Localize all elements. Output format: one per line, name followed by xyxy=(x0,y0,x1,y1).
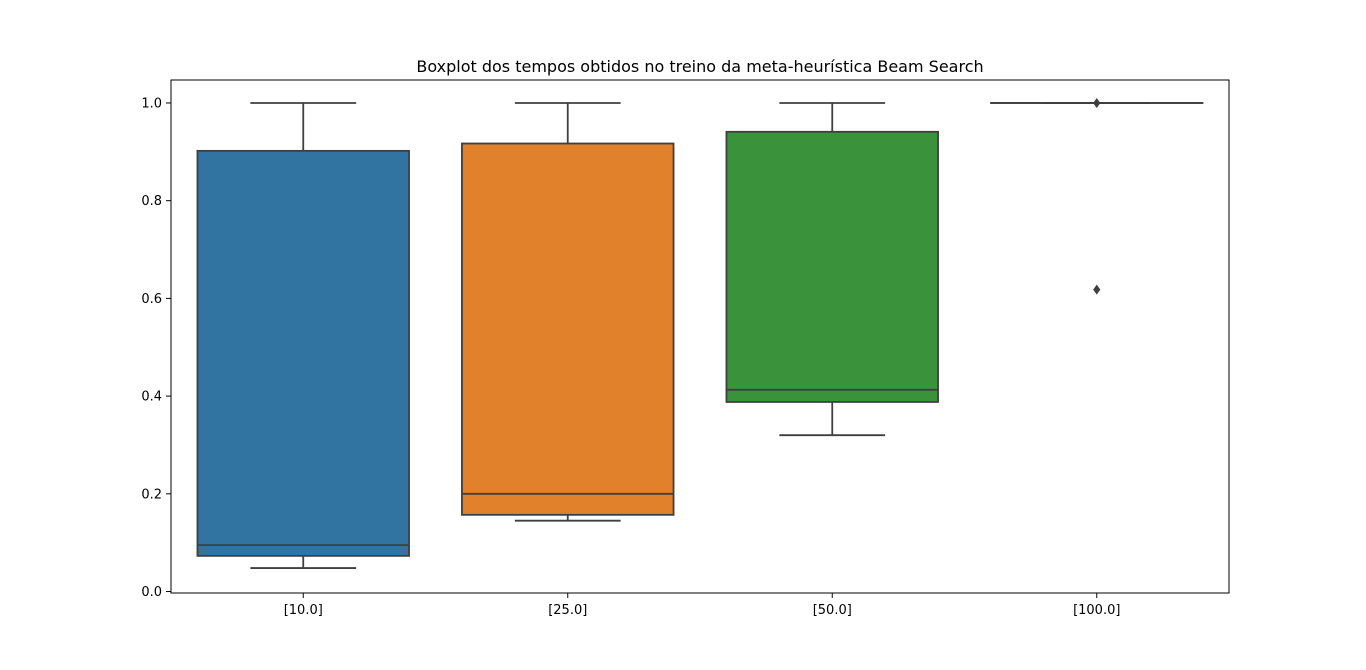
x-tick-label: [10.0] xyxy=(284,603,323,618)
box-group xyxy=(462,103,674,521)
y-tick-label: 0.0 xyxy=(141,585,162,600)
box-group xyxy=(726,103,938,435)
boxes-layer xyxy=(197,98,1202,568)
y-tick-label: 0.8 xyxy=(141,194,162,209)
x-tick-label: [50.0] xyxy=(813,603,852,618)
outlier-point xyxy=(1093,98,1100,108)
y-tick-label: 1.0 xyxy=(141,96,162,111)
chart-title: Boxplot dos tempos obtidos no treino da … xyxy=(416,57,983,76)
box-iqr xyxy=(197,151,409,556)
outlier-point xyxy=(1093,285,1100,295)
x-tick-label: [25.0] xyxy=(548,603,587,618)
box-iqr xyxy=(726,132,938,402)
y-tick-label: 0.6 xyxy=(141,292,162,307)
y-tick-label: 0.2 xyxy=(141,487,162,502)
x-tick-label: [100.0] xyxy=(1073,603,1120,618)
y-tick-label: 0.4 xyxy=(141,390,162,405)
box-group xyxy=(197,103,409,568)
box-group xyxy=(991,98,1203,295)
box-iqr xyxy=(462,144,674,515)
